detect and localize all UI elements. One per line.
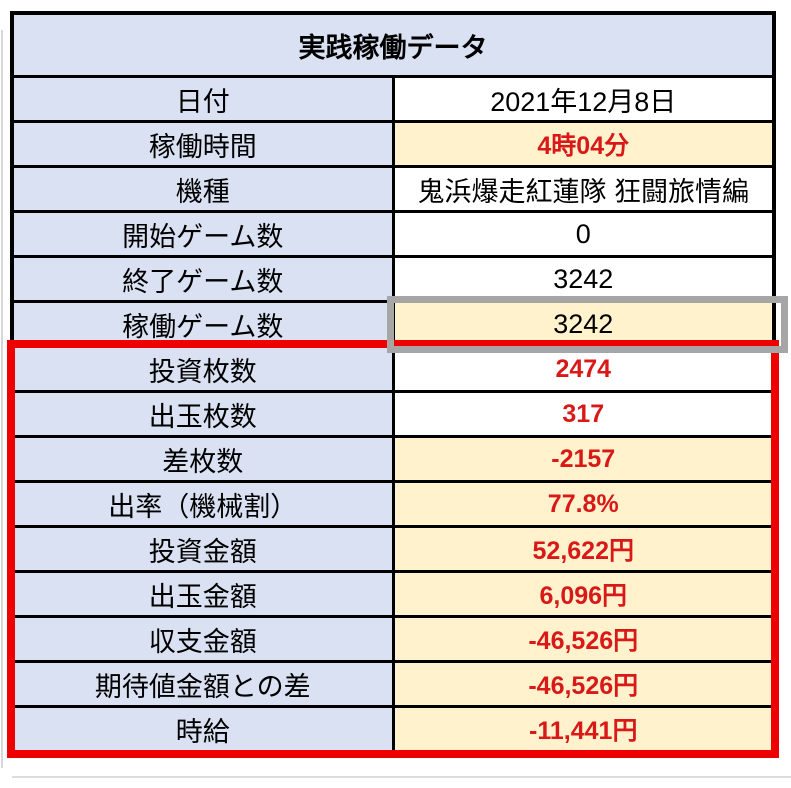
table-row: 期待値金額との差 -46,526円 [10, 660, 776, 708]
table-row: 投資金額 52,622円 [10, 525, 776, 573]
table-row: 終了ゲーム数 3242 [10, 255, 776, 303]
row-label: 機種 [10, 165, 395, 213]
table-row: 開始ゲーム数 0 [10, 210, 776, 258]
table-title: 実践稼働データ [10, 11, 776, 78]
row-value: 3242 [391, 255, 776, 303]
table-row: 日付 2021年12月8日 [10, 75, 776, 123]
row-label: 終了ゲーム数 [10, 255, 395, 303]
row-label: 収支金額 [10, 615, 395, 663]
table-row: 収支金額 -46,526円 [10, 615, 776, 663]
row-label: 差枚数 [10, 435, 395, 483]
row-label: 時給 [10, 705, 395, 754]
row-value: 317 [391, 390, 776, 438]
row-value: 鬼浜爆走紅蓮隊 狂闘旅情編 [391, 165, 776, 213]
table-row: 出玉枚数 317 [10, 390, 776, 438]
row-label: 稼働ゲーム数 [10, 300, 395, 348]
row-label: 投資金額 [10, 525, 395, 573]
row-label: 出玉枚数 [10, 390, 395, 438]
row-value: 52,622円 [391, 525, 776, 573]
table-row: 稼働ゲーム数 3242 [10, 300, 776, 348]
table-row: 出率（機械割） 77.8% [10, 480, 776, 528]
row-label: 投資枚数 [10, 345, 395, 393]
table-row: 差枚数 -2157 [10, 435, 776, 483]
row-value: 0 [391, 210, 776, 258]
table-row: 稼働時間 4時04分 [10, 120, 776, 168]
row-value: 4時04分 [391, 120, 776, 168]
row-label: 日付 [10, 75, 395, 123]
row-value: -11,441円 [391, 705, 776, 754]
table-row: 機種 鬼浜爆走紅蓮隊 狂闘旅情編 [10, 165, 776, 213]
row-value: -46,526円 [391, 660, 776, 708]
row-value: 2021年12月8日 [391, 75, 776, 123]
table-row: 出玉金額 6,096円 [10, 570, 776, 618]
table-row: 時給 -11,441円 [10, 705, 776, 754]
row-label: 開始ゲーム数 [10, 210, 395, 258]
row-label: 出玉金額 [10, 570, 395, 618]
row-label: 出率（機械割） [10, 480, 395, 528]
row-label: 期待値金額との差 [10, 660, 395, 708]
row-value: 2474 [391, 345, 776, 393]
row-value: -2157 [391, 435, 776, 483]
row-value: 77.8% [391, 480, 776, 528]
row-label: 稼働時間 [10, 120, 395, 168]
row-value: 3242 [391, 300, 776, 348]
row-value: 6,096円 [391, 570, 776, 618]
row-value: -46,526円 [391, 615, 776, 663]
operation-data-table: 実践稼働データ 日付 2021年12月8日 稼働時間 4時04分 機種 鬼浜爆走紅蓮隊 狂… [10, 11, 776, 754]
table-row: 投資枚数 2474 [10, 345, 776, 393]
bottom-guide-line [12, 776, 791, 778]
left-guide-line [1, 30, 3, 768]
title-row: 実践稼働データ [10, 11, 776, 78]
